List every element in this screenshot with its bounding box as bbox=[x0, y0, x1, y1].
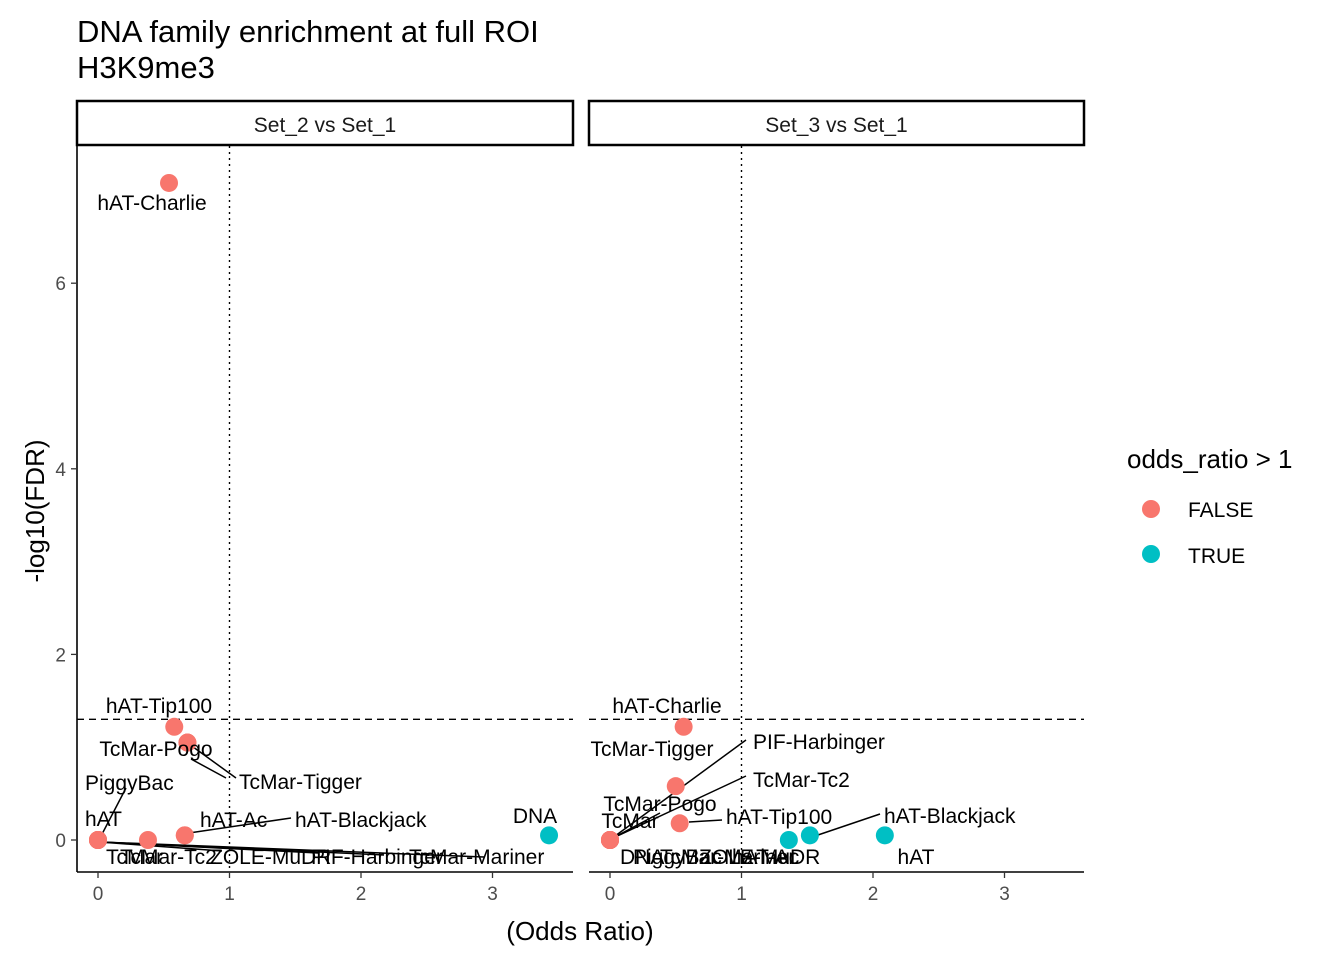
point-label-hat-blackjack: hAT-Blackjack bbox=[884, 805, 1016, 828]
point-label-dna: DNA bbox=[620, 846, 664, 869]
legend: odds_ratio > 1 FALSE TRUE bbox=[1127, 444, 1293, 568]
facet-strip bbox=[587, 99, 1086, 147]
point-label-tcmar-pogo: TcMar-Pogo bbox=[99, 738, 212, 761]
point-label-zole-mudr: ZOLE-MuDR bbox=[699, 846, 820, 869]
label-leader-hat-blackjack bbox=[814, 813, 881, 837]
point-label-hat-tip100: hAT-Tip100 bbox=[106, 695, 212, 718]
point-label-hat-charlie: hAT-Charlie bbox=[97, 192, 206, 215]
legend-label-true: TRUE bbox=[1188, 545, 1245, 568]
point-tcmar-tigger bbox=[666, 777, 685, 796]
x-tick-label: 3 bbox=[487, 884, 498, 905]
facet-strip bbox=[75, 99, 575, 147]
point-label-pif-harbinger: PIF-Harbinger bbox=[311, 846, 443, 869]
point-label-tcmar-tc2: TcMar-Tc2 bbox=[120, 846, 217, 869]
point-dna bbox=[540, 826, 559, 845]
legend-key-true bbox=[1142, 545, 1160, 563]
label-leader-hat-blackjack bbox=[188, 817, 292, 834]
point-hat-tip100 bbox=[670, 814, 689, 833]
label-leader-tcmar-mariner bbox=[99, 841, 485, 858]
facet-panel-1: Set_2 vs Set_1 0 2 4 6 0 1 2 3 hAT-Charlie hAT-Tip… bbox=[55, 99, 575, 905]
point-label-dna: DNA bbox=[513, 805, 557, 828]
point-label-hat-charlie: hAT-Charlie bbox=[612, 695, 721, 718]
point-label-hat: hAT bbox=[898, 846, 935, 869]
point-label-tcmar-pogo: TcMar-Pogo bbox=[603, 793, 716, 816]
y-tick-label: 4 bbox=[55, 460, 66, 481]
x-axis-title: (Odds Ratio) bbox=[506, 916, 653, 946]
x-tick-label: 2 bbox=[356, 884, 367, 905]
point-hat-ac bbox=[175, 826, 194, 845]
point-label-tcmar-mariner: TcMar-Mariner bbox=[660, 846, 795, 869]
chart-subtitle: H3K9me3 bbox=[77, 50, 215, 85]
label-leader-tcmar-tc2 bbox=[610, 775, 747, 840]
y-axis-title: -log10(FDR) bbox=[20, 439, 50, 582]
facet-panels: Set_2 vs Set_1 0 2 4 6 0 1 2 3 hAT-Charlie hAT-Tip… bbox=[55, 99, 1086, 905]
facet-panel-2: Set_3 vs Set_1 0 1 2 3 hAT-Charlie TcMar-Tigge… bbox=[587, 99, 1086, 905]
point-label-hat: hAT bbox=[85, 808, 122, 831]
x-tick-label: 0 bbox=[605, 884, 616, 905]
point-hat-charlie bbox=[160, 173, 179, 192]
x-tick-label: 1 bbox=[224, 884, 235, 905]
facet-strip-label: Set_3 vs Set_1 bbox=[765, 114, 907, 137]
point-label-piggybac: PiggyBac bbox=[85, 772, 174, 795]
y-tick-label: 6 bbox=[55, 274, 66, 295]
x-tick-label: 1 bbox=[736, 884, 747, 905]
y-tick-label: 0 bbox=[55, 831, 66, 852]
point-label-tcmar: TcMar bbox=[106, 846, 163, 869]
point-tcmar-tc2 bbox=[138, 831, 157, 849]
point-label-tcmar-mariner: TcMar-Mariner bbox=[409, 846, 544, 869]
point-tcmar-tigger bbox=[178, 733, 197, 752]
y-tick-label: 2 bbox=[55, 645, 66, 666]
point-label-piggybac: PiggyBac bbox=[633, 846, 722, 869]
label-leader-hat-tip100 bbox=[688, 819, 723, 823]
x-tick-label: 2 bbox=[868, 884, 879, 905]
point-label-hat-tip100: hAT-Tip100 bbox=[726, 806, 832, 829]
legend-key-false bbox=[1142, 500, 1160, 518]
label-leader-piggybac bbox=[99, 787, 127, 839]
point-label-tcmar: TcMar bbox=[601, 810, 658, 833]
point-zole-mudr bbox=[779, 831, 798, 849]
x-tick-label: 3 bbox=[999, 884, 1010, 905]
point-tcmar-mariner bbox=[89, 831, 107, 849]
label-leader-tcmar-tigger bbox=[188, 743, 237, 779]
point-label-tcmar-tc2: TcMar-Tc2 bbox=[753, 769, 850, 792]
point-hat bbox=[875, 826, 894, 845]
point-label-tcmar-tigger: TcMar-Tigger bbox=[239, 771, 362, 794]
point-hat-blackjack bbox=[800, 826, 819, 845]
label-leader-tcmar-pogo bbox=[190, 758, 227, 779]
point-label-pif-harbinger: PIF-Harbinger bbox=[753, 731, 885, 754]
point-label-hat-blackjack: hAT-Blackjack bbox=[295, 809, 427, 832]
legend-label-false: FALSE bbox=[1188, 499, 1253, 522]
chart-title: DNA family enrichment at full ROI bbox=[77, 14, 539, 49]
point-label-hat-ac: hAT-Ac bbox=[732, 846, 799, 869]
point-label-tcmar-tigger: TcMar-Tigger bbox=[591, 738, 714, 761]
facet-strip-label: Set_2 vs Set_1 bbox=[254, 114, 396, 137]
label-leader-tcmar-pogo bbox=[610, 812, 661, 840]
x-tick-label: 0 bbox=[93, 884, 104, 905]
legend-title: odds_ratio > 1 bbox=[1127, 444, 1293, 474]
point-hat-tip100 bbox=[165, 717, 184, 736]
point-hat-ac bbox=[601, 831, 619, 849]
point-label-hat-ac: hAT-Ac bbox=[200, 809, 267, 832]
point-label-zole-mudr: ZOLE-MuDR bbox=[210, 846, 331, 869]
point-hat-charlie bbox=[674, 717, 693, 736]
